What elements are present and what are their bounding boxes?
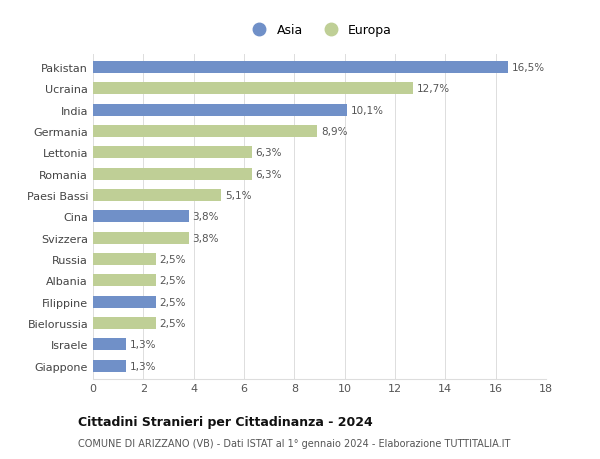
Text: 6,3%: 6,3% <box>256 169 282 179</box>
Text: 3,8%: 3,8% <box>193 212 219 222</box>
Text: 3,8%: 3,8% <box>193 233 219 243</box>
Text: 2,5%: 2,5% <box>160 254 186 264</box>
Bar <box>93 147 251 159</box>
Text: 10,1%: 10,1% <box>351 106 384 115</box>
Bar <box>93 254 156 265</box>
Bar <box>93 296 156 308</box>
Bar <box>93 190 221 202</box>
Bar <box>93 318 156 329</box>
Text: 6,3%: 6,3% <box>256 148 282 158</box>
Text: 1,3%: 1,3% <box>130 340 156 350</box>
Legend: Asia, Europa: Asia, Europa <box>242 19 397 42</box>
Text: Cittadini Stranieri per Cittadinanza - 2024: Cittadini Stranieri per Cittadinanza - 2… <box>78 415 373 428</box>
Bar <box>93 62 508 74</box>
Bar <box>93 275 156 286</box>
Bar <box>93 83 413 95</box>
Bar <box>93 105 347 116</box>
Text: 12,7%: 12,7% <box>416 84 449 94</box>
Text: 2,5%: 2,5% <box>160 297 186 307</box>
Text: 2,5%: 2,5% <box>160 319 186 328</box>
Text: 8,9%: 8,9% <box>321 127 347 137</box>
Bar <box>93 126 317 138</box>
Bar <box>93 360 126 372</box>
Text: COMUNE DI ARIZZANO (VB) - Dati ISTAT al 1° gennaio 2024 - Elaborazione TUTTITALI: COMUNE DI ARIZZANO (VB) - Dati ISTAT al … <box>78 438 511 448</box>
Text: 2,5%: 2,5% <box>160 276 186 286</box>
Text: 5,1%: 5,1% <box>225 190 251 201</box>
Text: 16,5%: 16,5% <box>512 63 545 73</box>
Bar <box>93 232 188 244</box>
Bar <box>93 211 188 223</box>
Bar <box>93 339 126 351</box>
Text: 1,3%: 1,3% <box>130 361 156 371</box>
Bar <box>93 168 251 180</box>
